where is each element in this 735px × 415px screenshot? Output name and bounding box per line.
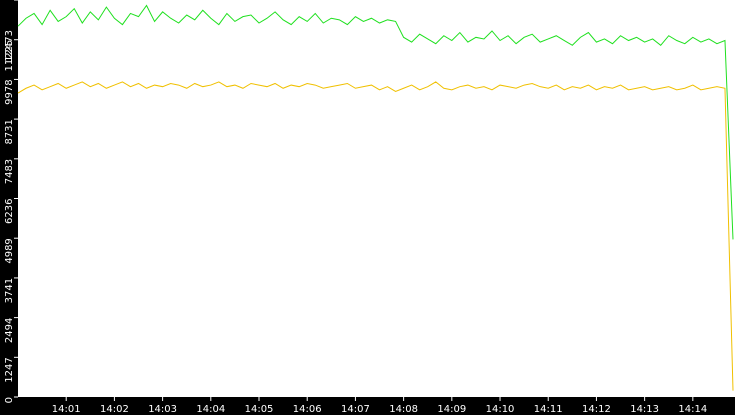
series-line	[17, 4, 734, 240]
x-tick-label: 14:08	[389, 404, 418, 415]
y-tick-label: 4989	[4, 238, 15, 263]
x-tick-label: 14:05	[245, 404, 274, 415]
y-tick-label: 11225	[4, 40, 15, 72]
y-tick-label: 9978	[4, 79, 15, 104]
y-tick-label: 3741	[4, 278, 15, 303]
x-tick-label: 14:01	[52, 404, 81, 415]
x-tick-label: 14:04	[196, 404, 225, 415]
x-tick-label: 14:12	[582, 404, 611, 415]
y-tick-label: 7483	[4, 159, 15, 184]
x-tick-label: 14:11	[534, 404, 563, 415]
x-tick-label: 14:03	[148, 404, 177, 415]
y-tick-label: 2494	[4, 318, 15, 343]
x-tick-label: 14:14	[678, 404, 707, 415]
y-tick-label: 12473	[4, 30, 15, 62]
x-tick-label: 14:13	[630, 404, 659, 415]
y-tick-label: 8731	[4, 119, 15, 144]
series-line	[17, 81, 734, 391]
y-tick-label: 0	[4, 397, 15, 403]
x-tick-label: 14:07	[341, 404, 370, 415]
plot-area	[18, 0, 735, 397]
y-tick-label: 6236	[4, 199, 15, 224]
x-tick-label: 14:06	[293, 404, 322, 415]
x-tick-label: 14:09	[437, 404, 466, 415]
y-tick-label: 1247	[4, 357, 15, 382]
x-tick-label: 14:10	[486, 404, 515, 415]
x-tick-label: 14:02	[100, 404, 129, 415]
